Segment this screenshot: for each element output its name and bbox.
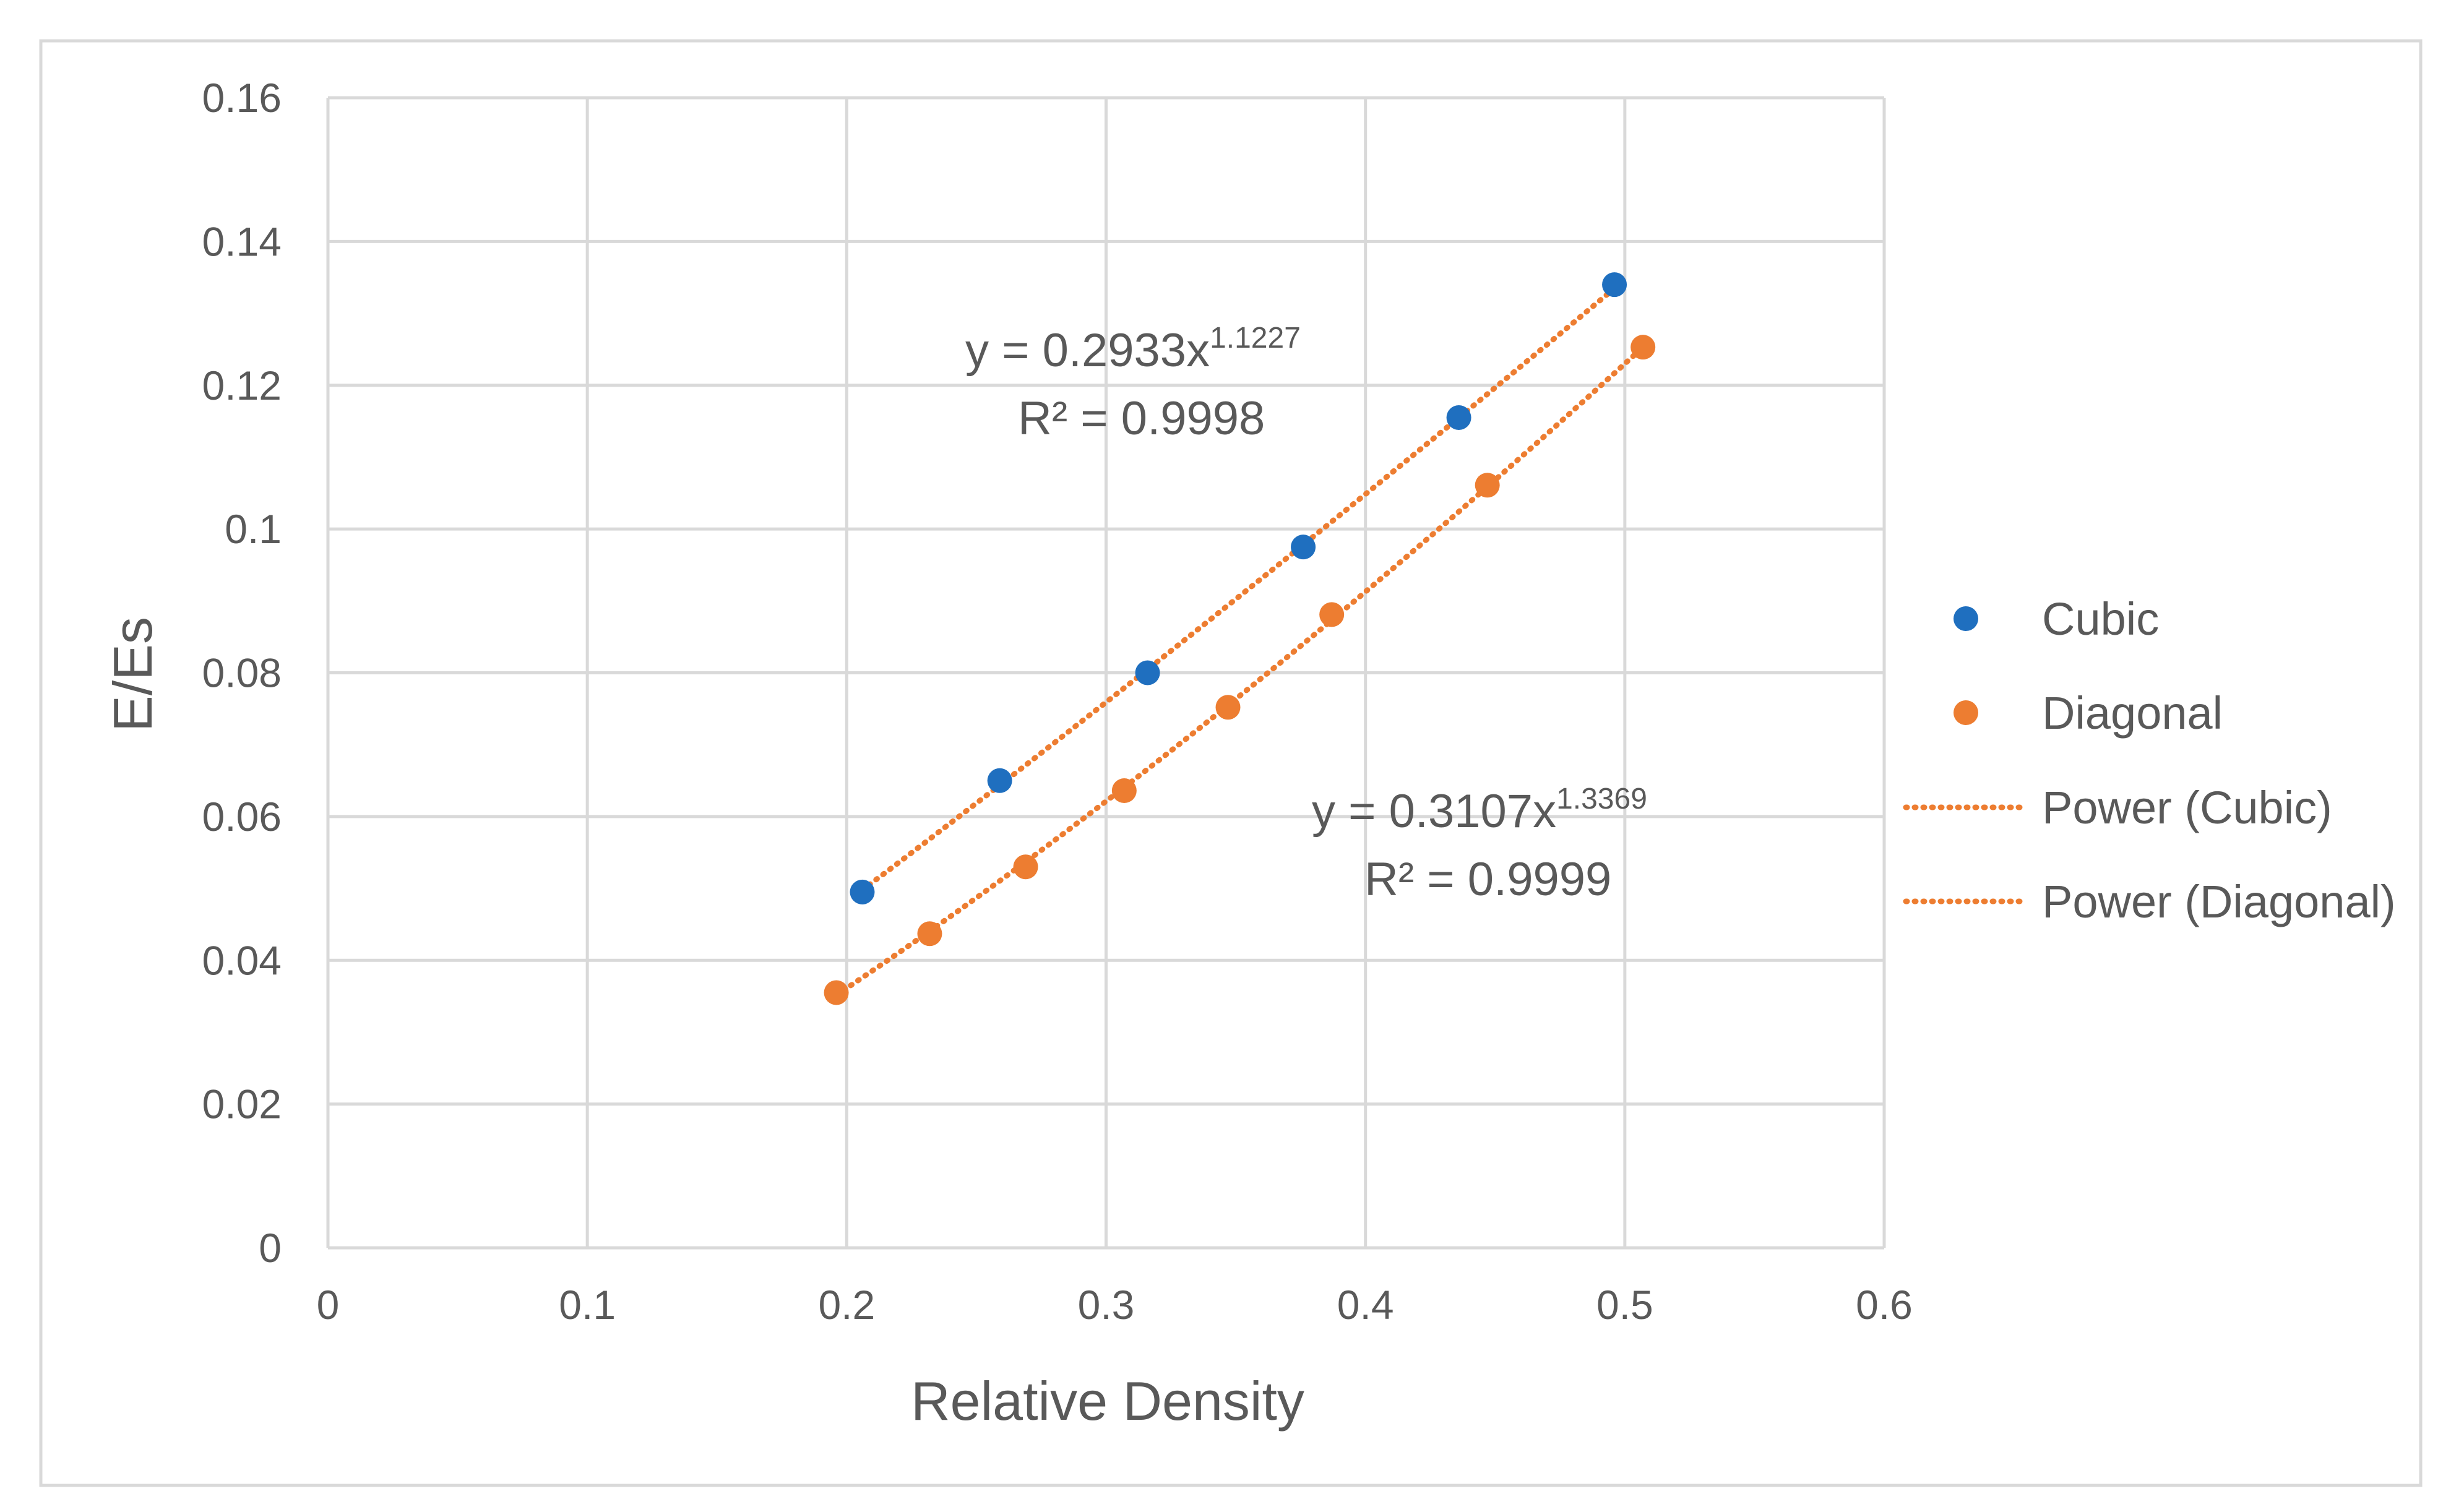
diagonal-r-squared: R² = 0.9999 — [1364, 853, 1611, 906]
y-tick-label: 0.14 — [202, 218, 282, 264]
y-tick-label: 0 — [259, 1225, 282, 1271]
y-tick-label: 0.06 — [202, 794, 282, 840]
gridlines — [326, 96, 1886, 1250]
y-tick-label: 0.12 — [202, 363, 282, 408]
x-tick-label: 0.4 — [1337, 1282, 1394, 1328]
chart-border — [39, 39, 2423, 1487]
x-axis-title: Relative Density — [911, 1370, 1304, 1432]
trendline-cubic — [859, 285, 1618, 893]
data-points — [824, 272, 1656, 1005]
cubic-point — [1446, 405, 1471, 431]
diagonal-point — [1319, 602, 1345, 627]
x-tick-label: 0.3 — [1078, 1282, 1135, 1328]
y-tick-label: 0.08 — [202, 650, 282, 696]
y-axis-title: E/Es — [102, 617, 163, 732]
cubic-equation-exponent: 1.1227 — [1210, 322, 1301, 354]
y-tick-label: 0.02 — [202, 1081, 282, 1127]
legend-label: Cubic — [2042, 593, 2159, 645]
cubic-r-squared: R² = 0.9998 — [1018, 392, 1265, 445]
cubic-point — [850, 879, 875, 904]
trendline-diagonal — [834, 344, 1646, 998]
cubic-point — [1602, 272, 1627, 298]
diagonal-point — [1013, 854, 1038, 880]
diagonal-point — [1630, 335, 1656, 360]
legend-marker — [1954, 700, 1978, 725]
diagonal-point — [824, 980, 849, 1005]
diagonal-equation: y = 0.3107x1.3369 — [1312, 783, 1647, 838]
legend-label: Power (Diagonal) — [2042, 876, 2396, 927]
x-tick-label: 0.2 — [818, 1282, 875, 1328]
diagonal-equation-base: y = 0.3107x — [1312, 785, 1556, 838]
legend-marker — [1954, 606, 1978, 631]
trendlines — [834, 285, 1646, 998]
cubic-equation: y = 0.2933x1.1227 — [965, 322, 1301, 377]
diagonal-point — [1215, 695, 1241, 720]
x-tick-label: 0.6 — [1856, 1282, 1913, 1328]
legend-label: Power (Cubic) — [2042, 782, 2332, 833]
x-tick-label: 0.1 — [559, 1282, 616, 1328]
x-tick-label: 0.5 — [1596, 1282, 1653, 1328]
y-tick-label: 0.16 — [202, 75, 282, 121]
cubic-point — [1135, 660, 1160, 685]
diagonal-point — [1111, 778, 1137, 804]
diagonal-point — [917, 921, 942, 947]
cubic-equation-base: y = 0.2933x — [965, 324, 1210, 377]
diagonal-equation-exponent: 1.3369 — [1556, 783, 1647, 815]
cubic-point — [987, 768, 1012, 793]
diagonal-point — [1475, 473, 1500, 498]
axes: 0 0.02 0.04 0.06 0.08 0.1 0.12 0.14 0.16 0 0.1 0.2 0… — [202, 75, 1913, 1328]
cubic-point — [1291, 535, 1316, 560]
x-tick-label: 0 — [317, 1282, 340, 1328]
legend-label: Diagonal — [2042, 687, 2223, 739]
y-tick-label: 0.04 — [202, 937, 282, 983]
y-tick-label: 0.1 — [225, 506, 282, 552]
legend: Cubic Diagonal Power (Cubic) Power (Diagona… — [1903, 593, 2396, 927]
